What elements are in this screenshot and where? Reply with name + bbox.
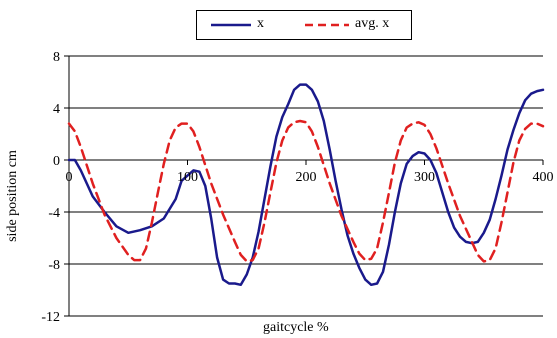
y-tick-label-5: -12	[41, 310, 60, 325]
x-tick-label-0: 0	[66, 170, 73, 185]
tick-labels: 8 4 0 -4 -8 -12 0 100 200 300 400	[41, 50, 553, 325]
x-tick-label-4: 400	[533, 170, 554, 185]
grid-lines	[69, 55, 543, 317]
x-tick-label-1: 100	[177, 170, 198, 185]
legend-label-x: x	[257, 16, 264, 31]
y-tick-label-1: 4	[53, 102, 60, 117]
axes	[64, 55, 544, 317]
legend: x avg. x	[196, 10, 412, 40]
x-tick-label-3: 300	[414, 170, 435, 185]
y-tick-label-4: -8	[48, 258, 60, 273]
y-tick-label-3: -4	[48, 206, 60, 221]
legend-swatch-avg-x	[305, 23, 349, 27]
y-tick-label-0: 8	[53, 50, 60, 65]
legend-swatch-x	[211, 23, 251, 27]
x-axis-label: gaitcycle %	[263, 320, 329, 335]
legend-label-avg-x: avg. x	[355, 16, 390, 31]
x-tick-label-2: 200	[296, 170, 317, 185]
series-lines	[67, 83, 545, 287]
y-axis-label: side position cm	[4, 150, 20, 242]
series-line-avg-x	[67, 119, 545, 263]
y-tick-label-2: 0	[53, 154, 60, 169]
